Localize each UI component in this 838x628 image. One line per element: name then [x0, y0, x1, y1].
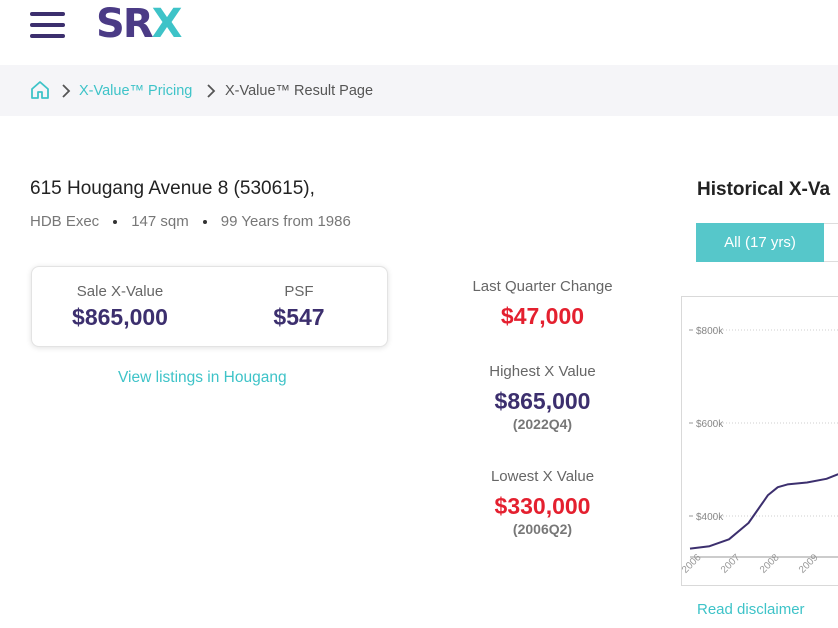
- logo-letter-x: X: [151, 1, 183, 47]
- chart-canvas: $800k $600k $400k: [689, 326, 838, 558]
- top-bar: SRX: [0, 0, 838, 65]
- chevron-right-icon: [207, 84, 216, 98]
- highest-xvalue: Highest X Value $865,000 (2022Q4): [440, 363, 645, 432]
- property-address: 615 Hougang Avenue 8 (530615),: [30, 178, 315, 199]
- psf-block: PSF $547: [249, 283, 349, 331]
- breadcrumb-result-page: X-Value™ Result Page: [225, 82, 374, 99]
- y-tick-label: $600k: [696, 419, 724, 430]
- separator-dot: [202, 219, 207, 224]
- lowest-xvalue-period: (2006Q2): [512, 521, 573, 537]
- lowest-xvalue-label: Lowest X Value: [490, 468, 595, 485]
- home-icon[interactable]: [30, 80, 50, 100]
- sale-xvalue-block: Sale X-Value $865,000: [60, 283, 180, 331]
- property-type: HDB Exec: [30, 213, 100, 230]
- psf-label: PSF: [284, 283, 314, 300]
- breadcrumb: X-Value™ Pricing X-Value™ Result Page: [0, 65, 838, 116]
- property-tenure: 99 Years from 1986: [220, 213, 351, 230]
- last-quarter-change: Last Quarter Change $47,000: [440, 278, 645, 330]
- logo-letter-s: S: [96, 1, 125, 47]
- chevron-right-icon: [62, 84, 71, 98]
- separator-dot: [113, 219, 118, 224]
- y-tick-label: $400k: [696, 512, 724, 523]
- last-quarter-change-label: Last Quarter Change: [472, 278, 613, 295]
- highest-xvalue-label: Highest X Value: [489, 363, 596, 380]
- y-tick-label: $800k: [696, 326, 724, 337]
- hamburger-menu-icon[interactable]: [30, 12, 66, 40]
- series-line: [689, 473, 838, 550]
- last-quarter-change-value: $47,000: [500, 303, 585, 329]
- psf-value: $547: [273, 304, 325, 330]
- lowest-xvalue-value: $330,000: [494, 493, 591, 519]
- historical-xvalue-title: Historical X-Va: [697, 179, 831, 200]
- highest-xvalue-period: (2022Q4): [512, 416, 573, 432]
- historical-chart: $800k $600k $400k: [681, 296, 838, 586]
- sale-xvalue: $865,000: [72, 304, 168, 330]
- tab-all-years[interactable]: All (17 yrs): [696, 223, 824, 262]
- logo-letter-r: R: [122, 1, 154, 47]
- view-listings-link[interactable]: View listings in Hougang: [118, 369, 287, 386]
- srx-logo[interactable]: SRX: [96, 1, 183, 47]
- property-size: 147 sqm: [131, 213, 189, 230]
- lowest-xvalue: Lowest X Value $330,000 (2006Q2): [440, 468, 645, 537]
- read-disclaimer-link[interactable]: Read disclaimer: [697, 601, 805, 618]
- breadcrumb-xvalue-pricing[interactable]: X-Value™ Pricing: [79, 82, 193, 99]
- sale-xvalue-label: Sale X-Value: [76, 283, 164, 300]
- property-meta: HDB Exec 147 sqm 99 Years from 1986: [30, 213, 351, 230]
- xvalue-card: Sale X-Value $865,000 PSF $547: [31, 266, 388, 347]
- tab-next[interactable]: [824, 223, 838, 262]
- highest-xvalue-value: $865,000: [494, 388, 591, 414]
